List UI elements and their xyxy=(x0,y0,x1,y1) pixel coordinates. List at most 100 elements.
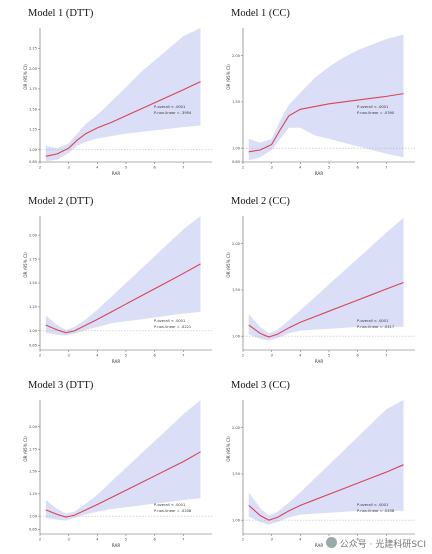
watermark-text: 公众号 · 光建科研SCI xyxy=(339,540,426,550)
chart-title: Model 3 (DTT) xyxy=(28,380,94,391)
y-tick-label: 2.25 xyxy=(29,47,37,51)
confidence-band xyxy=(248,217,404,341)
y-tick-label: 2.00 xyxy=(232,54,241,58)
x-tick-label: 5 xyxy=(328,166,330,170)
chart-title: Model 2 (DTT) xyxy=(28,196,94,207)
y-tick-label: 2.00 xyxy=(29,67,38,71)
x-tick-label: 5 xyxy=(125,166,127,170)
x-axis-label: RAR xyxy=(315,543,324,548)
y-tick-label: 1.50 xyxy=(29,470,38,474)
y-tick-label: 1.75 xyxy=(29,447,37,451)
p-value-annotation: P-overall < .0001 xyxy=(154,503,185,507)
x-tick-label: 2 xyxy=(242,538,244,542)
x-tick-label: 4 xyxy=(299,354,302,358)
chart-panel: Model 2 (CC) 2 3 4 5 6 7 1.00 1.50 2.00 RAR OR (95%… xyxy=(225,196,425,366)
p-value-annotation: P-overall < .0001 xyxy=(154,319,185,323)
x-tick-label: 5 xyxy=(125,538,127,542)
x-tick-label: 2 xyxy=(39,166,41,170)
p-value-annotation: P-non-linear = .0208 xyxy=(154,509,192,513)
or-curve xyxy=(45,263,201,334)
y-tick-label: 1.00 xyxy=(29,148,38,152)
or-curve xyxy=(45,81,201,157)
x-tick-label: 7 xyxy=(385,166,387,170)
chart-title: Model 3 (CC) xyxy=(231,380,290,391)
chart-title: Model 1 (CC) xyxy=(231,8,290,19)
chart-title: Model 2 (CC) xyxy=(231,196,290,207)
chart-panel: Model 1 (CC) 2 3 4 5 6 7 0.85 1.00 1.50 2.00 RAR OR … xyxy=(225,8,425,178)
chart-panel: Model 1 (DTT) 2 3 4 5 6 7 0.85 1.00 1.25 1.50 1.75 2… xyxy=(22,8,222,178)
y-tick-label: 2.00 xyxy=(29,425,38,429)
y-tick-label: 1.00 xyxy=(232,518,241,522)
chart-plot: 2 3 4 5 6 7 0.85 1.00 1.25 1.50 1.75 2.00 2.25 RAR OR … xyxy=(23,28,212,176)
p-value-annotation: P-non-linear = .0390 xyxy=(357,111,395,115)
y-tick-label: 1.00 xyxy=(29,514,38,518)
y-tick-label: 0.85 xyxy=(29,528,37,532)
x-tick-label: 2 xyxy=(39,354,41,358)
x-tick-label: 5 xyxy=(328,354,330,358)
y-axis-label: OR (95% CI) xyxy=(23,64,28,90)
x-tick-label: 3 xyxy=(68,166,70,170)
p-value-annotation: P-overall < .0001 xyxy=(357,319,388,323)
y-tick-label: 0.85 xyxy=(232,160,240,164)
chart-plot: 2 3 4 5 6 7 0.85 1.00 1.25 1.50 1.75 2.00 RAR OR (95%… xyxy=(23,216,212,364)
chart-panel: Model 3 (DTT) 2 3 4 5 6 7 0.85 1.00 1.25 1.50 1.75 2… xyxy=(22,380,222,550)
wechat-icon xyxy=(325,537,337,548)
x-tick-label: 4 xyxy=(96,538,99,542)
y-tick-label: 0.85 xyxy=(29,160,37,164)
y-tick-label: 2.00 xyxy=(232,242,241,246)
chart-panel: Model 2 (DTT) 2 3 4 5 6 7 0.85 1.00 1.25 1.50 1.75 2… xyxy=(22,196,222,366)
x-axis-label: RAR xyxy=(315,171,324,176)
x-tick-label: 2 xyxy=(242,354,244,358)
or-curve xyxy=(248,282,404,338)
y-axis-label: OR (95% CI) xyxy=(23,252,28,278)
x-axis-label: RAR xyxy=(112,171,121,176)
x-tick-label: 4 xyxy=(299,166,302,170)
chart-title: Model 1 (DTT) xyxy=(28,8,94,19)
confidence-band xyxy=(45,216,201,336)
watermark: 公众号 · 光建科研SCI xyxy=(325,537,426,550)
x-tick-label: 5 xyxy=(125,354,127,358)
y-tick-label: 1.50 xyxy=(232,472,241,476)
x-tick-label: 7 xyxy=(385,354,387,358)
confidence-band xyxy=(45,400,201,521)
p-value-annotation: P-non-linear = .0221 xyxy=(154,325,191,329)
y-tick-label: 2.00 xyxy=(232,426,241,430)
p-value-annotation: P-overall < .0001 xyxy=(154,105,185,109)
y-tick-label: 1.25 xyxy=(29,128,37,132)
x-tick-label: 6 xyxy=(154,538,157,542)
y-tick-label: 2.00 xyxy=(29,233,38,237)
y-axis-label: OR (95% CI) xyxy=(226,436,231,462)
y-tick-label: 1.75 xyxy=(29,87,37,91)
x-tick-label: 7 xyxy=(182,538,184,542)
or-curve xyxy=(248,464,404,521)
y-axis-label: OR (95% CI) xyxy=(23,436,28,462)
p-value-annotation: P-non-linear = .0417 xyxy=(357,325,394,329)
x-tick-label: 6 xyxy=(357,354,360,358)
x-tick-label: 7 xyxy=(385,538,387,542)
chart-plot: 2 3 4 5 6 7 0.85 1.00 1.25 1.50 1.75 2.00 RAR OR (95%… xyxy=(23,400,212,548)
confidence-band xyxy=(45,28,201,162)
or-curve xyxy=(45,451,201,518)
y-tick-label: 0.85 xyxy=(29,343,37,347)
x-tick-label: 3 xyxy=(271,354,273,358)
x-tick-label: 7 xyxy=(182,166,184,170)
y-tick-label: 1.25 xyxy=(29,305,37,309)
y-tick-label: 1.00 xyxy=(232,146,241,150)
y-axis-label: OR (95% CI) xyxy=(226,252,231,278)
x-tick-label: 4 xyxy=(96,354,99,358)
x-tick-label: 4 xyxy=(299,538,302,542)
confidence-band xyxy=(248,400,404,525)
x-tick-label: 3 xyxy=(68,354,70,358)
x-tick-label: 2 xyxy=(39,538,41,542)
x-axis-label: RAR xyxy=(112,359,121,364)
p-value-annotation: P-overall < .0001 xyxy=(357,105,388,109)
x-tick-label: 4 xyxy=(96,166,99,170)
chart-plot: 2 3 4 5 6 7 0.85 1.00 1.50 2.00 RAR OR (95% CI) P-ov… xyxy=(226,28,415,176)
y-axis-label: OR (95% CI) xyxy=(226,64,231,90)
p-value-annotation: P-non-linear = .3954 xyxy=(154,111,192,115)
y-tick-label: 1.00 xyxy=(29,329,38,333)
x-tick-label: 3 xyxy=(271,166,273,170)
